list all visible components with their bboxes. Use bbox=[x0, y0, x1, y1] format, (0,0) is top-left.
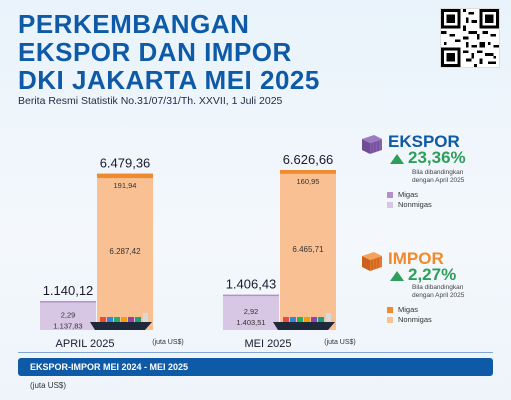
ship-hull-icon bbox=[90, 322, 152, 330]
container-icon bbox=[362, 135, 382, 154]
ekspor-migas-value: 2,92 bbox=[244, 307, 259, 316]
impor-nonmigas-bar bbox=[97, 178, 153, 330]
ekspor-nonmigas-bar bbox=[223, 296, 279, 330]
chart-baseline bbox=[18, 352, 493, 353]
up-arrow-icon bbox=[390, 154, 404, 164]
ship-container-icon bbox=[304, 317, 310, 322]
swatch-ekspor-nonmigas bbox=[387, 201, 393, 208]
legend-impor-migas: Migas bbox=[387, 305, 418, 314]
footer-unit: (juta US$) bbox=[30, 381, 67, 390]
title-line-2: EKSPOR DAN IMPOR bbox=[18, 37, 292, 67]
impor-nonmigas-value: 6.465,71 bbox=[292, 245, 324, 254]
legend-ekspor-note: Bila dibandingkan dengan April 2025 bbox=[412, 169, 465, 184]
ekspor-migas-bar bbox=[223, 294, 279, 297]
ship-container-icon bbox=[100, 317, 106, 322]
page-title: PERKEMBANGAN EKSPOR DAN IMPOR DKI JAKART… bbox=[18, 10, 320, 94]
unit-label: (juta US$) bbox=[324, 339, 356, 346]
legend-impor-title: IMPOR bbox=[388, 249, 444, 268]
ekspor-migas-bar bbox=[40, 301, 96, 303]
up-arrow-icon bbox=[390, 271, 404, 281]
legend-ekspor-migas: Migas bbox=[387, 190, 418, 199]
legend-ekspor-nonmigas: Nonmigas bbox=[387, 200, 432, 209]
legend-ekspor-nonmigas-label: Nonmigas bbox=[398, 200, 432, 209]
impor-nonmigas-value: 6.287,42 bbox=[109, 247, 141, 256]
impor-total-value: 6.626,66 bbox=[283, 152, 334, 167]
ship-container-icon bbox=[135, 317, 141, 322]
unit-label: (juta US$) bbox=[152, 339, 184, 346]
impor-migas-value: 160,95 bbox=[297, 177, 320, 186]
ship-container-icon bbox=[283, 317, 289, 322]
ship-container-icon bbox=[128, 317, 134, 322]
ekspor-nonmigas-bar bbox=[40, 302, 96, 330]
ship-container-icon bbox=[121, 317, 127, 322]
impor-migas-bar bbox=[97, 173, 153, 179]
impor-migas-bar bbox=[280, 170, 336, 174]
impor-migas-value: 191,94 bbox=[114, 181, 137, 190]
title-line-3: DKI JAKARTA MEI 2025 bbox=[18, 65, 320, 95]
container-icon bbox=[362, 252, 382, 271]
legend-ekspor-title: EKSPOR bbox=[388, 132, 460, 151]
swatch-impor-nonmigas bbox=[387, 316, 393, 323]
legend-impor-note: Bila dibandingkan dengan April 2025 bbox=[412, 284, 465, 299]
ship-container-icon bbox=[107, 317, 113, 322]
impor-nonmigas-bar bbox=[280, 173, 336, 330]
period-label: APRIL 2025 bbox=[56, 338, 115, 350]
ship-container-icon bbox=[318, 317, 324, 322]
swatch-ekspor-migas bbox=[387, 191, 393, 198]
legend-ekspor-pct: 23,36% bbox=[408, 148, 466, 167]
ship-bridge-icon bbox=[326, 313, 331, 322]
ship-hull-icon bbox=[273, 322, 335, 330]
ship-container-icon bbox=[114, 317, 120, 322]
ekspor-total-value: 1.140,12 bbox=[43, 283, 94, 298]
ship-container-icon bbox=[311, 317, 317, 322]
footer-banner[interactable]: EKSPOR-IMPOR MEI 2024 - MEI 2025 bbox=[18, 358, 493, 376]
ekspor-nonmigas-value: 1.403,51 bbox=[236, 318, 265, 327]
legend-impor-migas-label: Migas bbox=[398, 305, 419, 314]
ship-bridge-icon bbox=[143, 313, 148, 322]
legend-ekspor-migas-label: Migas bbox=[398, 190, 419, 199]
legend-impor-nonmigas: Nonmigas bbox=[387, 315, 432, 324]
legend-impor-pct: 2,27% bbox=[408, 265, 457, 284]
subtitle: Berita Resmi Statistik No.31/07/31/Th. X… bbox=[18, 95, 283, 107]
impor-total-value: 6.479,36 bbox=[100, 156, 151, 171]
ekspor-nonmigas-value: 1.137,83 bbox=[53, 321, 82, 330]
legend-impor-nonmigas-label: Nonmigas bbox=[398, 315, 432, 324]
qr-code[interactable] bbox=[440, 8, 500, 68]
period-label: MEI 2025 bbox=[244, 338, 291, 350]
ekspor-migas-value: 2,29 bbox=[61, 310, 76, 319]
title-line-1: PERKEMBANGAN bbox=[18, 9, 250, 39]
ekspor-total-value: 1.406,43 bbox=[226, 277, 277, 292]
ship-container-icon bbox=[297, 317, 303, 322]
ship-container-icon bbox=[290, 317, 296, 322]
swatch-impor-migas bbox=[387, 306, 393, 313]
